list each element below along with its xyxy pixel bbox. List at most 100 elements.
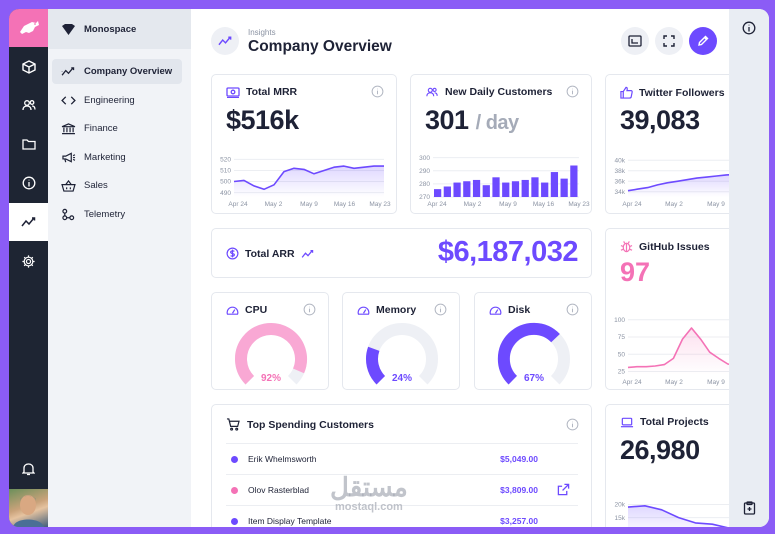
customer-amount: $5,049.00	[500, 454, 538, 464]
rail-insights-button[interactable]	[9, 203, 48, 241]
customers-title-label: New Daily Customers	[445, 86, 553, 98]
sidebar-item-label: Company Overview	[84, 66, 173, 77]
info-icon[interactable]	[566, 85, 579, 98]
rail-cube-button[interactable]	[9, 48, 48, 86]
customer-name: Erik Whelmsworth	[248, 454, 317, 464]
y-tick-label: 34k	[615, 189, 626, 196]
y-tick-label: 300	[419, 155, 430, 162]
customer-amount: $3,809.00	[500, 485, 538, 495]
customers-card-title: New Daily Customers	[425, 86, 552, 98]
bar	[502, 182, 510, 197]
sidebar-item-engineering[interactable]: Engineering	[52, 88, 182, 113]
y-tick-label: 100	[614, 317, 625, 324]
sidebar-item-company-overview[interactable]: Company Overview	[52, 59, 182, 84]
sidebar-item-sales[interactable]: Sales	[52, 173, 182, 198]
bug-icon	[620, 241, 633, 253]
rail-info-button[interactable]	[9, 164, 48, 202]
screenshot-button[interactable]	[621, 27, 649, 55]
bar	[443, 186, 451, 197]
table-row[interactable]: Olov Rasterblad $3,809.00	[226, 474, 578, 505]
bar	[511, 181, 520, 197]
rail-folder-button[interactable]	[9, 125, 48, 163]
rail-settings-button[interactable]	[9, 242, 48, 280]
x-tick-label: May 2	[265, 201, 283, 208]
github-card: GitHub Issues 97 100 75 50 25 Apr 24 May 2 May…	[605, 228, 729, 390]
table-row[interactable]: Item Display Template $3,257.00	[226, 505, 578, 527]
app-logo[interactable]	[9, 9, 48, 47]
external-link-icon[interactable]	[557, 483, 570, 496]
y-tick-label: 75	[618, 334, 626, 341]
cart-icon	[226, 418, 240, 431]
projects-card-title: Total Projects	[620, 416, 709, 428]
watermark: مستقل mostaql.com	[330, 474, 408, 513]
y-tick-label: 520	[220, 157, 231, 164]
breadcrumb[interactable]: Insights	[248, 28, 276, 37]
y-tick-label: 36k	[615, 178, 626, 185]
cpu-card: CPU 92%	[211, 292, 329, 390]
cpu-gauge: 92%	[235, 323, 307, 385]
info-icon[interactable]	[371, 85, 384, 98]
bar	[531, 177, 539, 197]
code-icon	[61, 96, 76, 105]
workspace-name: Monospace	[84, 23, 137, 35]
bank-icon	[61, 122, 76, 134]
memory-title-label: Memory	[376, 304, 417, 316]
trend-up-icon	[301, 249, 313, 258]
info-icon[interactable]	[434, 303, 447, 316]
app-window: Monospace Company Overview Engineering F…	[9, 9, 769, 527]
row-color-dot	[231, 455, 238, 463]
sparkline-icon	[217, 36, 231, 46]
y-tick-label: 25	[618, 369, 626, 376]
cash-icon	[226, 86, 240, 98]
twitter-value: 39,083	[620, 105, 700, 135]
sidebar-item-finance[interactable]: Finance	[52, 116, 182, 141]
gear-icon	[22, 254, 35, 268]
x-tick-label: May 2	[665, 201, 683, 208]
right-info-button[interactable]	[729, 9, 769, 47]
x-tick-label: Apr 24	[228, 201, 248, 208]
github-card-title: GitHub Issues	[620, 240, 710, 253]
rail-notifications-button[interactable]	[9, 450, 48, 488]
bar	[541, 182, 549, 197]
nodes-icon	[62, 208, 75, 221]
disk-title-label: Disk	[508, 304, 531, 316]
gauge-value-label: 24%	[392, 373, 412, 384]
edit-button[interactable]	[689, 27, 717, 55]
right-clipboard-button[interactable]	[729, 489, 769, 527]
main-content: Insights Company Overview Total MRR $516…	[191, 9, 729, 527]
watermark-arabic: مستقل	[330, 472, 408, 502]
twitter-title-label: Twitter Followers	[639, 86, 725, 99]
sparkline-icon	[20, 217, 35, 227]
y-tick-label: 50	[618, 351, 626, 358]
rail-users-button[interactable]	[9, 86, 48, 124]
bar	[472, 179, 481, 197]
y-tick-label: 40k	[615, 157, 626, 164]
fullscreen-button[interactable]	[655, 27, 683, 55]
y-tick-label: 280	[419, 181, 430, 188]
twitter-chart: 40k 38k 36k 34k Apr 24 May 2 May 9	[615, 157, 729, 208]
sidebar-item-marketing[interactable]: Marketing	[52, 145, 182, 170]
pencil-icon	[698, 35, 709, 46]
dollar-circle-icon	[226, 247, 239, 260]
customers-value: 301 / day	[425, 105, 519, 136]
info-icon[interactable]	[566, 418, 579, 431]
x-tick-label: May 23	[568, 201, 590, 208]
megaphone-icon	[62, 151, 76, 163]
workspace-switcher[interactable]: Monospace	[48, 9, 191, 49]
user-avatar[interactable]	[9, 489, 48, 527]
info-icon[interactable]	[566, 303, 579, 316]
x-tick-label: May 9	[300, 201, 318, 208]
folder-icon	[21, 139, 36, 150]
row-color-dot	[231, 517, 238, 525]
memory-card: Memory 24%	[342, 292, 460, 390]
cube-icon	[21, 60, 36, 74]
arr-card-title: Total ARR	[226, 247, 315, 260]
info-icon[interactable]	[303, 303, 316, 316]
x-tick-label: May 2	[665, 379, 683, 386]
table-row[interactable]: Erik Whelmsworth $5,049.00	[226, 443, 578, 474]
sidebar-item-telemetry[interactable]: Telemetry	[52, 202, 182, 227]
area-fill	[628, 174, 729, 197]
customers-unit: / day	[475, 112, 520, 134]
mrr-title-label: Total MRR	[246, 86, 298, 98]
